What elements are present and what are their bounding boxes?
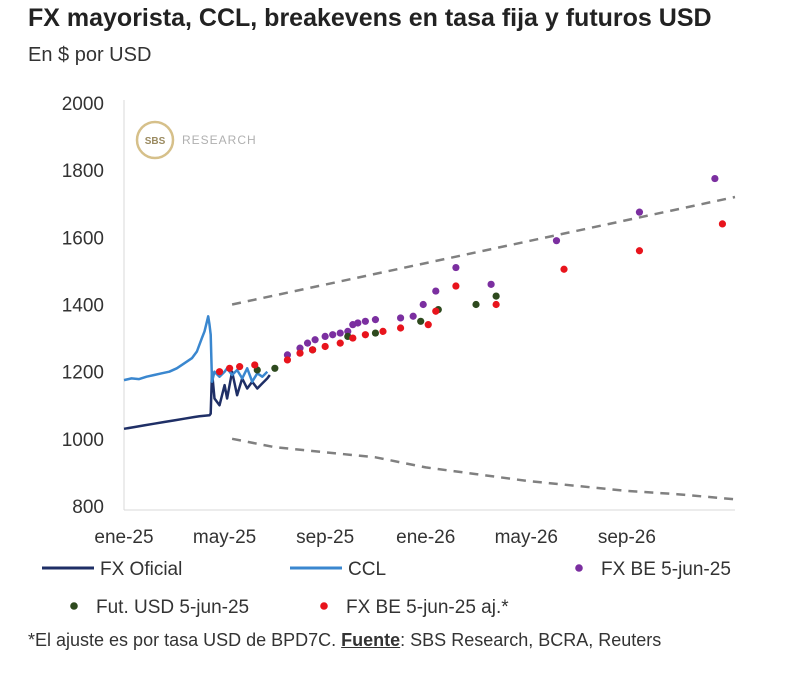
legend-label: FX Oficial bbox=[100, 559, 182, 580]
chart-subtitle: En $ por USD bbox=[28, 44, 152, 66]
data-point-fx-be-aj bbox=[718, 220, 727, 228]
data-point-fx-be-aj bbox=[296, 349, 304, 357]
band-dashed-line bbox=[231, 437, 736, 501]
y-tick-label: 1800 bbox=[62, 161, 104, 182]
logo-badge-text: SBS bbox=[145, 136, 166, 147]
data-point-fx-be-aj bbox=[361, 331, 369, 339]
x-tick-label: ene-25 bbox=[94, 527, 153, 548]
series-line-fx-oficial bbox=[123, 370, 271, 431]
band-dashed-line bbox=[231, 195, 736, 306]
data-point-fx-be bbox=[371, 316, 380, 324]
legend-swatch-dot bbox=[70, 602, 78, 610]
data-point-fx-be bbox=[432, 287, 440, 295]
legend-item: Fut. USD 5-jun-25 bbox=[70, 597, 249, 618]
data-point-fx-be bbox=[303, 339, 312, 347]
data-point-fx-be-aj bbox=[492, 300, 500, 309]
data-point-fx-be-aj bbox=[560, 265, 568, 273]
legend-item: FX Oficial bbox=[42, 559, 182, 580]
data-point-fx-be-aj bbox=[432, 307, 440, 315]
data-point-fut-usd bbox=[472, 300, 480, 309]
logo-text: RESEARCH bbox=[182, 133, 257, 147]
data-point-fx-be-aj bbox=[321, 342, 329, 351]
data-point-fx-be bbox=[487, 280, 495, 288]
legend-swatch-dot bbox=[575, 564, 583, 572]
data-point-fx-be-aj bbox=[349, 334, 357, 342]
x-tick-label: may-25 bbox=[193, 527, 256, 548]
data-point-fx-be bbox=[396, 314, 405, 322]
legend-label: FX BE 5-jun-25 bbox=[601, 559, 731, 580]
data-point-fx-be-aj bbox=[251, 361, 259, 369]
x-tick-label: ene-26 bbox=[396, 527, 455, 548]
data-point-fx-be bbox=[419, 300, 427, 309]
legend-label: Fut. USD 5-jun-25 bbox=[96, 597, 249, 618]
y-tick-label: 1400 bbox=[62, 296, 104, 317]
data-point-fut-usd bbox=[271, 364, 279, 372]
legend-swatch-dot bbox=[320, 602, 328, 610]
data-point-fx-be bbox=[321, 332, 329, 341]
data-point-fx-be bbox=[311, 336, 319, 344]
legend-item: FX BE 5-jun-25 aj.* bbox=[320, 597, 509, 618]
data-point-fx-be-aj bbox=[452, 282, 460, 290]
x-tick-label: sep-26 bbox=[598, 527, 656, 548]
data-point-fut-usd bbox=[492, 292, 500, 300]
data-point-fx-be-aj bbox=[308, 346, 317, 354]
legend-item: FX BE 5-jun-25 bbox=[575, 559, 731, 580]
data-point-fx-be-aj bbox=[215, 368, 224, 376]
data-point-fx-be-aj bbox=[226, 364, 234, 372]
data-point-fx-be bbox=[635, 208, 644, 216]
sbs-research-logo: SBS RESEARCH bbox=[135, 120, 257, 160]
data-point-fx-be bbox=[283, 351, 292, 359]
legend-label: FX BE 5-jun-25 aj.* bbox=[346, 597, 509, 618]
data-point-fx-be-aj bbox=[236, 363, 244, 371]
data-point-fut-usd bbox=[371, 329, 380, 337]
y-tick-label: 2000 bbox=[62, 94, 104, 115]
data-point-fx-be bbox=[344, 327, 352, 335]
data-point-fx-be-aj bbox=[336, 339, 344, 347]
data-point-fx-be bbox=[329, 331, 337, 339]
footnote-text: *El ajuste es por tasa USD de BPD7C. bbox=[28, 630, 342, 650]
y-tick-label: 800 bbox=[72, 497, 104, 518]
data-point-fx-be-aj bbox=[283, 356, 292, 364]
legend-item: CCL bbox=[290, 559, 386, 580]
data-point-fx-be bbox=[336, 329, 344, 337]
source-label: Fuente bbox=[341, 630, 401, 650]
data-point-fx-be bbox=[296, 344, 304, 352]
data-point-fx-be bbox=[711, 174, 719, 183]
data-point-fx-be bbox=[409, 312, 417, 320]
data-point-fx-be-aj bbox=[396, 324, 405, 332]
y-tick-label: 1600 bbox=[62, 228, 104, 249]
data-point-fx-be-aj bbox=[635, 247, 644, 255]
data-point-fx-be-aj bbox=[424, 321, 432, 329]
data-point-fx-be bbox=[361, 317, 369, 325]
y-tick-label: 1200 bbox=[62, 363, 104, 384]
data-point-fx-be bbox=[452, 263, 460, 272]
data-point-fx-be bbox=[552, 237, 561, 245]
x-tick-label: sep-25 bbox=[296, 527, 354, 548]
data-point-fx-be-aj bbox=[379, 327, 387, 335]
y-tick-label: 1000 bbox=[62, 430, 104, 451]
chart-title: FX mayorista, CCL, breakevens en tasa fi… bbox=[28, 4, 712, 32]
legend-label: CCL bbox=[348, 559, 386, 580]
footnote: *El ajuste es por tasa USD de BPD7C. Fue… bbox=[28, 630, 661, 651]
data-point-fx-be bbox=[354, 319, 362, 327]
series-line-ccl bbox=[123, 315, 269, 383]
x-tick-label: may-26 bbox=[495, 527, 558, 548]
data-point-fut-usd bbox=[417, 317, 425, 325]
footnote-sources: : SBS Research, BCRA, Reuters bbox=[400, 630, 662, 650]
